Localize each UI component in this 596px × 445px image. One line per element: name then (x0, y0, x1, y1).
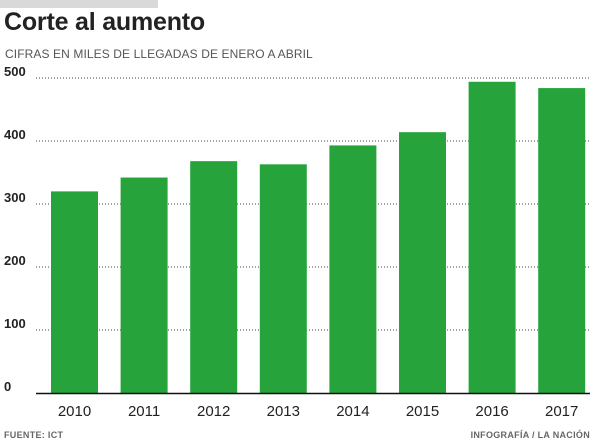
x-tick-label: 2012 (197, 403, 230, 420)
bar (190, 161, 238, 393)
x-tick-label: 2011 (128, 403, 160, 420)
x-tick-label: 2010 (58, 403, 91, 420)
x-tick-label: 2013 (267, 403, 300, 420)
y-tick-label: 400 (4, 127, 26, 142)
y-tick-label: 500 (4, 64, 26, 79)
x-tick-label: 2015 (406, 403, 439, 420)
y-tick-label: 300 (4, 190, 26, 205)
bar (329, 145, 377, 393)
bar (399, 132, 446, 393)
chart-subtitle: CIFRAS EN MILES DE LLEGADAS DE ENERO A A… (5, 47, 313, 61)
y-tick-label: 0 (4, 379, 11, 394)
x-tick-label: 2016 (475, 403, 508, 420)
bar (538, 88, 586, 393)
y-tick-label: 200 (4, 253, 26, 268)
bar (468, 81, 516, 393)
bar (51, 191, 98, 393)
y-tick-label: 100 (4, 316, 26, 331)
credit-note: INFOGRAFÍA / LA NACIÓN (470, 430, 590, 440)
chart-title: Corte al aumento (4, 8, 205, 36)
header-accent-bar (0, 0, 158, 8)
bar (259, 164, 307, 393)
bar (120, 177, 168, 393)
source-note: FUENTE: ICT (4, 430, 64, 440)
x-tick-label: 2017 (545, 403, 578, 420)
x-tick-label: 2014 (336, 403, 369, 420)
